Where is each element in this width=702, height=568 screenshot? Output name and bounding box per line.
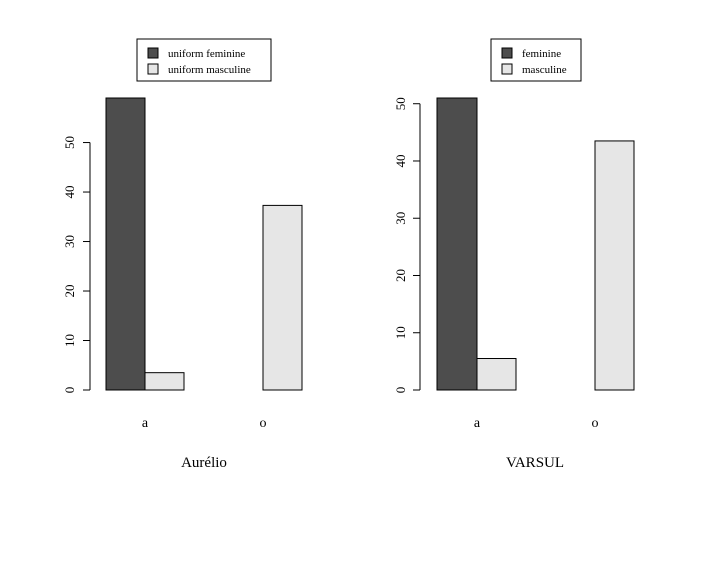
category-label-a: a	[142, 416, 149, 431]
y-tick-label-50: 50	[393, 97, 408, 110]
legend-box	[136, 38, 272, 82]
y-tick-label-50: 50	[62, 136, 77, 149]
y-tick-label-20: 20	[62, 285, 77, 298]
bar-a-series-0	[105, 97, 146, 391]
legend-label-series-0: uniform feminine	[168, 48, 245, 60]
panel-varsul: a o 0 10 20 30 40 50 VARSUL feminine masculine	[393, 38, 635, 471]
legend: uniform feminine uniform masculine	[136, 38, 272, 82]
legend-swatch-series-0	[501, 47, 513, 59]
bar-a-series-1	[144, 372, 185, 391]
legend-swatch-series-0	[147, 47, 159, 59]
bar-a-series-1	[476, 358, 517, 391]
x-axis-label: Aurélio	[181, 455, 227, 471]
y-tick-label-40: 40	[62, 186, 77, 199]
y-tick-label-0: 0	[62, 387, 77, 394]
legend-label-series-1: uniform masculine	[168, 64, 251, 76]
legend-label-series-1: masculine	[522, 64, 567, 76]
category-label-o: o	[592, 416, 599, 431]
y-tick-label-30: 30	[393, 212, 408, 225]
legend-swatch-series-1	[501, 63, 513, 75]
y-tick-label-10: 10	[393, 326, 408, 339]
bar-o-series-1	[262, 204, 303, 391]
category-label-o: o	[260, 416, 267, 431]
y-tick-label-0: 0	[393, 387, 408, 394]
y-tick-label-20: 20	[393, 269, 408, 282]
bar-o-series-1	[594, 140, 635, 391]
category-label-a: a	[474, 416, 481, 431]
legend-label-series-0: feminine	[522, 48, 561, 60]
legend-swatch-series-1	[147, 63, 159, 75]
legend: feminine masculine	[490, 38, 582, 82]
y-tick-label-30: 30	[62, 235, 77, 248]
y-tick-label-40: 40	[393, 154, 408, 167]
bar-a-series-0	[436, 97, 478, 391]
y-tick-label-10: 10	[62, 334, 77, 347]
x-axis-label: VARSUL	[506, 455, 564, 471]
